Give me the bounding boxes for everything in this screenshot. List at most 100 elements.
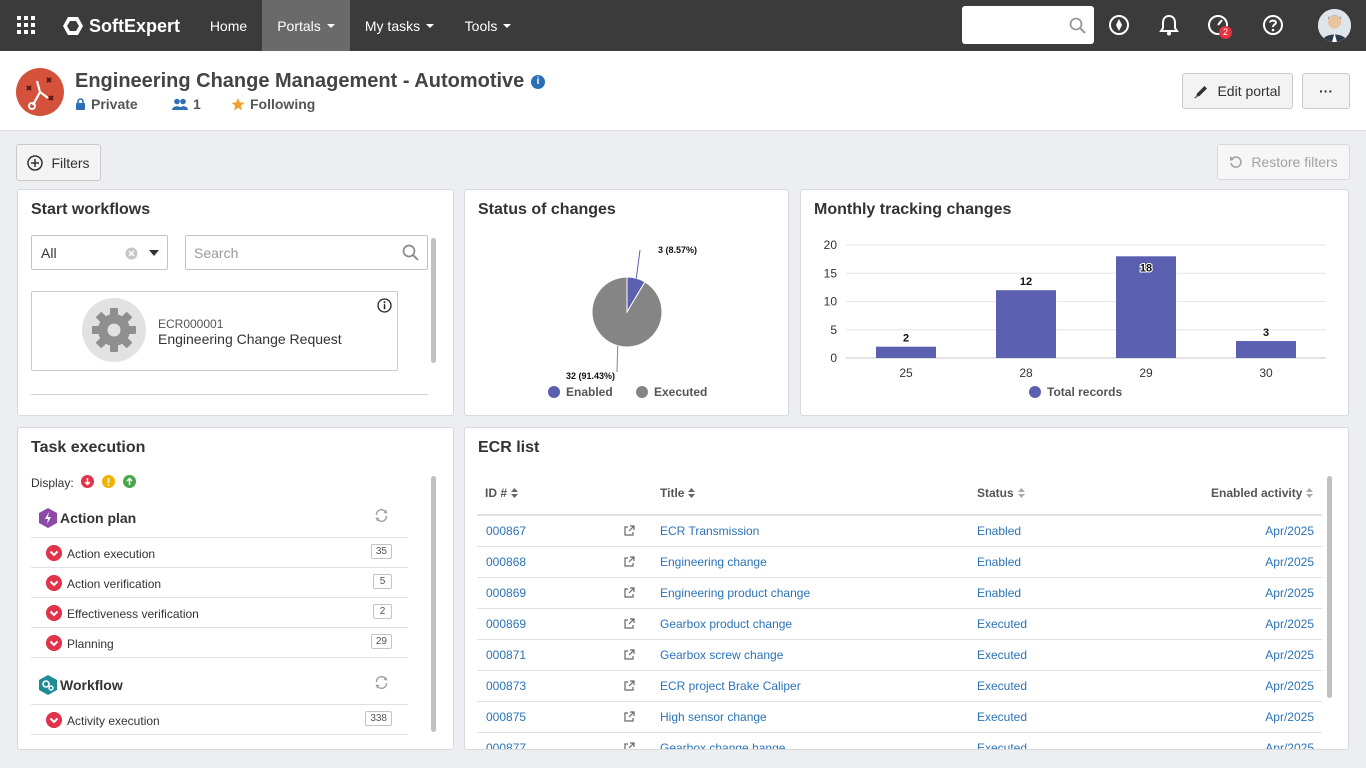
open-external-icon[interactable] bbox=[623, 556, 635, 568]
table-row[interactable]: 000868 Engineering change Enabled Apr/20… bbox=[477, 547, 1322, 578]
user-avatar[interactable] bbox=[1318, 9, 1351, 42]
nav-home[interactable]: Home bbox=[196, 0, 261, 51]
open-external-icon[interactable] bbox=[623, 525, 635, 537]
task-item[interactable]: Effectiveness verification 2 bbox=[31, 598, 408, 628]
table-row[interactable]: 000873 ECR project Brake Caliper Execute… bbox=[477, 671, 1322, 702]
workflow-search-input[interactable] bbox=[194, 245, 394, 261]
legend-item-executed[interactable]: Executed bbox=[636, 385, 707, 399]
scrollbar[interactable] bbox=[431, 238, 436, 363]
task-item[interactable]: Action execution 35 bbox=[31, 538, 408, 568]
scrollbar[interactable] bbox=[431, 476, 436, 732]
legend-item-total-records[interactable]: Total records bbox=[1029, 385, 1122, 399]
row-title-link[interactable]: ECR Transmission bbox=[660, 524, 760, 538]
row-id-link[interactable]: 000873 bbox=[486, 679, 527, 693]
bar-28[interactable] bbox=[996, 290, 1056, 358]
table-row[interactable]: 000867 ECR Transmission Enabled Apr/2025 bbox=[477, 516, 1322, 547]
row-activity: Apr/2025 bbox=[1265, 648, 1314, 662]
column-header-title[interactable]: Title bbox=[660, 486, 696, 500]
nav-tools[interactable]: Tools bbox=[452, 0, 524, 51]
workflow-branch-icon bbox=[26, 77, 54, 110]
users-icon bbox=[172, 98, 188, 110]
filters-button[interactable]: Filters bbox=[16, 144, 101, 181]
column-header-status[interactable]: Status bbox=[977, 486, 1025, 500]
refresh-icon[interactable] bbox=[374, 675, 389, 690]
table-row[interactable]: 000875 High sensor change Executed Apr/2… bbox=[477, 702, 1322, 733]
scrollbar[interactable] bbox=[1327, 476, 1332, 698]
table-row[interactable]: 000869 Engineering product change Enable… bbox=[477, 578, 1322, 609]
compass-icon[interactable] bbox=[1108, 14, 1130, 36]
row-id-link[interactable]: 000871 bbox=[486, 648, 527, 662]
workflow-icon bbox=[39, 675, 57, 695]
clear-icon[interactable] bbox=[125, 247, 138, 260]
info-icon[interactable] bbox=[377, 298, 392, 313]
open-external-icon[interactable] bbox=[623, 618, 635, 630]
row-status: Enabled bbox=[977, 555, 1022, 569]
row-title-link[interactable]: Gearbox product change bbox=[660, 617, 793, 631]
open-external-icon[interactable] bbox=[623, 587, 635, 599]
bar-30[interactable] bbox=[1236, 341, 1296, 358]
row-id-link[interactable]: 000867 bbox=[486, 524, 527, 538]
task-label: Activity execution bbox=[67, 714, 160, 728]
row-title-link[interactable]: ECR project Brake Caliper bbox=[660, 679, 801, 693]
y-tick-label: 5 bbox=[830, 323, 837, 337]
global-search-input[interactable] bbox=[962, 6, 1094, 44]
refresh-icon[interactable] bbox=[374, 508, 389, 523]
row-activity: Apr/2025 bbox=[1265, 741, 1314, 750]
gauge-icon[interactable] bbox=[1207, 14, 1229, 36]
row-title-link[interactable]: Gearbox screw change bbox=[660, 648, 784, 662]
nav-portals-label: Portals bbox=[277, 17, 321, 34]
workflow-type-select[interactable]: All bbox=[31, 235, 168, 270]
task-item[interactable]: Action verification 5 bbox=[31, 568, 408, 598]
nav-portals[interactable]: Portals bbox=[262, 0, 350, 51]
row-activity: Apr/2025 bbox=[1265, 679, 1314, 693]
members-count[interactable]: 1 bbox=[172, 96, 201, 112]
chevron-down-icon[interactable] bbox=[149, 250, 159, 256]
legend-item-enabled[interactable]: Enabled bbox=[548, 385, 613, 399]
help-icon[interactable] bbox=[1262, 14, 1284, 36]
row-status: Enabled bbox=[977, 524, 1022, 538]
table-row[interactable]: 000869 Gearbox product change Executed A… bbox=[477, 609, 1322, 640]
open-external-icon[interactable] bbox=[623, 649, 635, 661]
search-icon[interactable] bbox=[402, 244, 419, 261]
table-row[interactable]: 000871 Gearbox screw change Executed Apr… bbox=[477, 640, 1322, 671]
open-external-icon[interactable] bbox=[623, 742, 635, 750]
open-external-icon[interactable] bbox=[623, 680, 635, 692]
x-tick-label: 28 bbox=[1019, 366, 1033, 380]
overdue-filter-icon[interactable] bbox=[81, 475, 94, 488]
task-item[interactable]: Planning 29 bbox=[31, 628, 408, 658]
task-item[interactable]: Activity execution 338 bbox=[31, 705, 408, 735]
row-id-link[interactable]: 000875 bbox=[486, 710, 527, 724]
row-id-link[interactable]: 000869 bbox=[486, 617, 527, 631]
on-time-filter-icon[interactable] bbox=[123, 475, 136, 488]
row-title-link[interactable]: Engineering product change bbox=[660, 586, 811, 600]
task-count: 5 bbox=[373, 574, 392, 589]
warning-filter-icon[interactable] bbox=[102, 475, 115, 488]
table-row[interactable]: 000877 Gearbox change hange Executed Apr… bbox=[477, 733, 1322, 750]
workflow-card[interactable]: ECR000001 Engineering Change Request bbox=[31, 291, 398, 371]
more-options-button[interactable]: ··· bbox=[1302, 73, 1350, 109]
row-id-link[interactable]: 000868 bbox=[486, 555, 527, 569]
bar-29[interactable] bbox=[1116, 256, 1176, 358]
row-id-link[interactable]: 000877 bbox=[486, 741, 527, 750]
row-id-link[interactable]: 000869 bbox=[486, 586, 527, 600]
overdue-icon bbox=[46, 545, 62, 561]
pie-slice-executed[interactable] bbox=[591, 276, 663, 348]
softexpert-logo[interactable]: SoftExpert bbox=[62, 14, 180, 38]
row-title-link[interactable]: High sensor change bbox=[660, 710, 767, 724]
nav-my-tasks[interactable]: My tasks bbox=[352, 0, 447, 51]
column-header-id[interactable]: ID # bbox=[485, 486, 519, 500]
bell-icon[interactable] bbox=[1158, 14, 1180, 36]
row-title-link[interactable]: Engineering change bbox=[660, 555, 767, 569]
open-external-icon[interactable] bbox=[623, 711, 635, 723]
row-title-link[interactable]: Gearbox change hange bbox=[660, 741, 786, 750]
bar-25[interactable] bbox=[876, 346, 936, 358]
workflow-search-field[interactable] bbox=[185, 235, 428, 270]
column-header-enabled-activity[interactable]: Enabled activity bbox=[1211, 486, 1314, 500]
search-icon[interactable] bbox=[1069, 17, 1086, 34]
edit-portal-button[interactable]: Edit portal bbox=[1182, 73, 1293, 109]
restore-filters-button[interactable]: Restore filters bbox=[1217, 144, 1350, 180]
info-icon[interactable]: i bbox=[531, 75, 545, 89]
group-title-action-plan: Action plan bbox=[60, 510, 137, 526]
following-toggle[interactable]: Following bbox=[231, 96, 315, 112]
apps-grid-icon[interactable] bbox=[17, 16, 35, 34]
